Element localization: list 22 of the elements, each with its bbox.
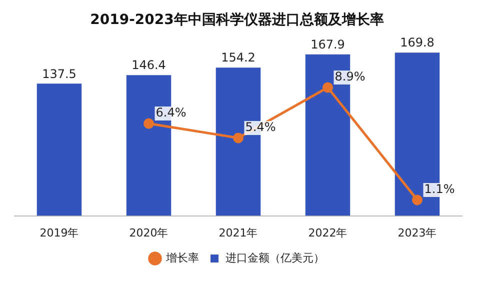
data-label: 169.8: [400, 36, 434, 50]
data-label: 137.5: [42, 66, 76, 81]
point: [233, 132, 244, 144]
legend-label: 进口金额（亿美元）: [226, 251, 324, 264]
point: [144, 118, 154, 129]
x-tick-label: 2019年: [40, 226, 79, 240]
data-label: 154.2: [221, 50, 256, 65]
point: [322, 82, 333, 93]
point: [412, 194, 422, 206]
data-label: 5.4%: [245, 120, 276, 134]
legend-label: 增长率: [165, 251, 199, 264]
chart-title: 2019-2023年中国科学仪器进口总额及增长率: [90, 11, 384, 28]
bar: [36, 84, 82, 216]
x-tick-label: 2020年: [129, 226, 168, 240]
data-label: 8.9%: [334, 70, 366, 84]
data-label: 1.1%: [424, 182, 455, 196]
x-tick-label: 2023年: [398, 226, 437, 240]
data-label: 146.4: [132, 58, 166, 72]
data-label: 6.4%: [156, 106, 186, 120]
x-tick-label: 2021年: [218, 226, 258, 240]
x-tick-label: 2022年: [308, 226, 348, 240]
data-label: 167.9: [310, 38, 345, 52]
